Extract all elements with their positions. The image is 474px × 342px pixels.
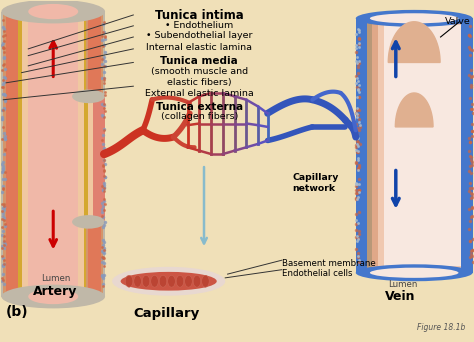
Text: Vein: Vein [385, 290, 416, 303]
Bar [85, 96, 88, 222]
Bar [88, 12, 101, 297]
Text: Tunica intima: Tunica intima [155, 9, 244, 22]
Bar [93, 96, 105, 222]
Text: Tunica media: Tunica media [160, 56, 238, 66]
Ellipse shape [176, 275, 184, 287]
Bar [1, 12, 22, 297]
Text: Figure 18.1b: Figure 18.1b [417, 323, 465, 332]
Bar [78, 12, 84, 297]
Ellipse shape [201, 275, 209, 287]
Ellipse shape [112, 267, 225, 296]
Ellipse shape [28, 4, 78, 19]
Bar [86, 12, 103, 297]
Text: (collagen fibers): (collagen fibers) [161, 111, 238, 121]
Text: Capillary: Capillary [133, 307, 200, 320]
Ellipse shape [134, 275, 141, 287]
Ellipse shape [356, 10, 473, 27]
Text: Lumen: Lumen [41, 275, 70, 284]
Text: • Subendothelial layer: • Subendothelial layer [146, 31, 253, 40]
Text: Artery: Artery [33, 285, 78, 298]
Ellipse shape [142, 275, 150, 287]
Text: Valve: Valve [445, 17, 470, 26]
Ellipse shape [1, 285, 105, 308]
Ellipse shape [120, 272, 217, 291]
Text: Tunica externa: Tunica externa [156, 102, 243, 112]
Text: External elastic lamina: External elastic lamina [145, 89, 254, 98]
Bar [461, 18, 473, 273]
Bar [372, 18, 473, 273]
Bar [3, 12, 20, 297]
Text: Endothelial cells: Endothelial cells [282, 269, 352, 278]
Bar [77, 96, 85, 222]
Text: (b): (b) [6, 305, 29, 319]
Bar [22, 12, 28, 297]
Polygon shape [395, 93, 433, 127]
Polygon shape [388, 22, 440, 63]
Ellipse shape [159, 275, 167, 287]
Ellipse shape [370, 13, 458, 24]
Ellipse shape [370, 268, 458, 278]
Ellipse shape [168, 275, 175, 287]
Text: Capillary
network: Capillary network [292, 173, 339, 193]
Text: (smooth muscle and
elastic fibers): (smooth muscle and elastic fibers) [151, 67, 248, 87]
Bar [378, 18, 473, 273]
Ellipse shape [185, 275, 192, 287]
Bar [83, 12, 86, 297]
Bar [74, 96, 87, 222]
Ellipse shape [28, 289, 78, 304]
Ellipse shape [151, 275, 158, 287]
Bar [18, 12, 22, 297]
Ellipse shape [193, 275, 201, 287]
Ellipse shape [72, 90, 105, 103]
Bar [356, 18, 473, 273]
Bar [84, 12, 105, 297]
Bar [88, 96, 93, 222]
Text: Internal elastic lamina: Internal elastic lamina [146, 43, 252, 52]
Ellipse shape [356, 264, 473, 281]
Ellipse shape [1, 0, 105, 24]
Text: Lumen: Lumen [388, 279, 417, 289]
Text: Basement membrane: Basement membrane [282, 259, 375, 268]
Text: • Endothelium: • Endothelium [165, 21, 233, 30]
Bar [384, 25, 473, 266]
Bar [366, 18, 473, 273]
Ellipse shape [125, 275, 133, 287]
Ellipse shape [72, 215, 105, 229]
Bar [6, 12, 18, 297]
Bar [72, 96, 105, 222]
Bar [1, 12, 105, 297]
Bar [28, 12, 78, 297]
